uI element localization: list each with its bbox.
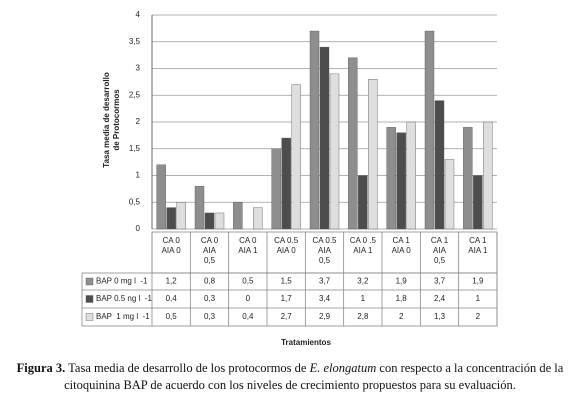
legend-swatch	[85, 313, 94, 321]
bar	[396, 132, 406, 230]
bar	[233, 202, 243, 230]
species: E. elongatum	[309, 361, 377, 375]
y-tick-label: 4	[136, 10, 141, 19]
x-tick-label: CA 0 AIA 0	[162, 236, 182, 255]
x-tick-label: CA 0 AIA 1	[238, 236, 258, 255]
table-value: 0	[246, 294, 251, 303]
chart: Tasa media de desarrollode Protocormos T…	[81, 10, 498, 347]
x-tick-label: CA 1 AIA 1	[468, 236, 488, 255]
bar	[281, 137, 291, 230]
table-value: 3,2	[357, 277, 369, 286]
table-value: 0,4	[242, 312, 254, 321]
x-axis-label: Tratamientos	[281, 338, 331, 347]
legend-label: BAP 1 mg l -1	[96, 312, 150, 321]
table-value: 1,2	[166, 277, 178, 286]
bar	[358, 175, 368, 230]
x-tick-label: CA 0.5 AIA 0	[274, 236, 299, 255]
bar	[319, 46, 330, 230]
x-tick-label: CA 0.5 AIA 0,5	[312, 236, 337, 265]
bar	[253, 207, 263, 230]
y-axis-label: Tasa media de desarrollode Protocormos	[102, 72, 121, 168]
bar	[176, 202, 186, 230]
table-value: 2,9	[319, 312, 331, 321]
bar	[473, 175, 483, 230]
table-value: 0,5	[166, 312, 178, 321]
y-tick-label: 2,5	[129, 90, 141, 99]
caption-text: Tasa media de desarrollo de los protocor…	[68, 361, 307, 375]
y-tick-label: 1	[136, 171, 141, 180]
table-value: 0,5	[242, 277, 254, 286]
table-value: 3,7	[319, 277, 331, 286]
legend-swatch	[85, 295, 94, 303]
x-tick-label: CA 0 .5 AIA 1	[350, 236, 377, 255]
bar	[194, 185, 205, 230]
bar	[204, 212, 215, 230]
table-value: 2,8	[357, 312, 369, 321]
bar	[329, 73, 340, 230]
y-tick-label: 2	[136, 117, 141, 126]
bar	[368, 78, 378, 230]
table-value: 1,9	[472, 277, 484, 286]
legend-swatch	[85, 277, 94, 286]
caption-text: con respecto a la concentración de la ci…	[64, 361, 564, 392]
table-value: 2	[476, 312, 481, 321]
table-value: 1,9	[396, 277, 408, 286]
bar	[309, 30, 320, 230]
legend-label: BAP 0 mg l -1	[96, 277, 148, 286]
bar	[348, 57, 358, 230]
y-tick-label: 0,5	[129, 197, 141, 206]
table-value: 3,4	[319, 294, 331, 303]
table-value: 2,4	[434, 294, 446, 303]
y-tick-label: 1,5	[129, 144, 141, 153]
bar	[424, 30, 435, 230]
y-tick-label: 3,5	[129, 37, 141, 46]
bar	[291, 84, 301, 230]
caption-label: Figura 3.	[16, 361, 66, 375]
bar	[386, 127, 396, 230]
table-value: 1,7	[281, 294, 293, 303]
table-value: 1,8	[396, 294, 408, 303]
bar	[434, 100, 445, 230]
table-value: 2,7	[281, 312, 293, 321]
table-value: 0,8	[204, 277, 216, 286]
table-value: 1	[476, 294, 481, 303]
y-tick-label: 0	[136, 224, 141, 233]
y-tick-label: 3	[136, 64, 141, 73]
legend-label: BAP 0.5 ng l -1	[96, 294, 152, 303]
bar	[463, 127, 473, 230]
bar	[483, 121, 493, 230]
bar	[406, 121, 416, 230]
bar	[214, 212, 225, 230]
x-tick-label: CA 1 AIA 0,5	[431, 236, 449, 265]
x-tick-label: CA 1 AIA 0	[392, 236, 412, 255]
table-value: 0,3	[204, 312, 216, 321]
table-value: 0,4	[166, 294, 178, 303]
caption: Figura 3. Tasa media de desarrollo de lo…	[12, 360, 568, 394]
table-value: 3,7	[434, 277, 446, 286]
bar	[156, 164, 166, 230]
x-tick-label: CA 0 AIA 0,5	[201, 236, 219, 265]
table-value: 1,3	[434, 312, 446, 321]
table-value: 0,3	[204, 294, 216, 303]
table-value: 2	[399, 312, 404, 321]
bar	[444, 159, 455, 230]
bar	[271, 148, 281, 230]
table-value: 1,5	[281, 277, 293, 286]
table-value: 1	[361, 294, 366, 303]
bar	[166, 207, 176, 230]
